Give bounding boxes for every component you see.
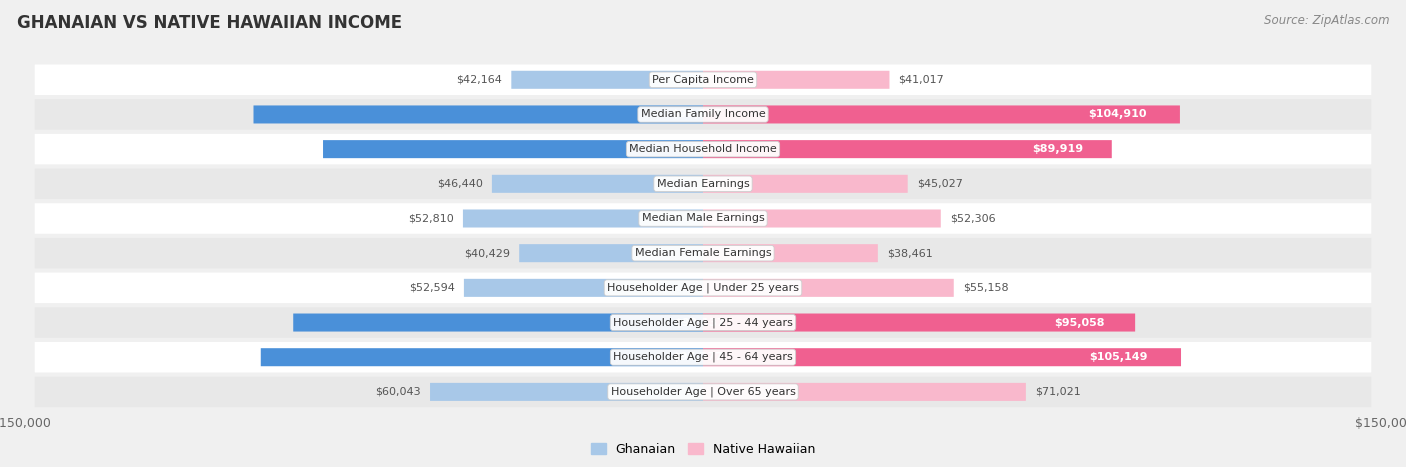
Text: $40,429: $40,429 [464, 248, 510, 258]
Text: $104,910: $104,910 [1088, 109, 1146, 120]
FancyBboxPatch shape [703, 313, 1135, 332]
Text: $52,306: $52,306 [950, 213, 995, 224]
Text: $95,058: $95,058 [1054, 318, 1105, 327]
Text: Median Female Earnings: Median Female Earnings [634, 248, 772, 258]
Legend: Ghanaian, Native Hawaiian: Ghanaian, Native Hawaiian [585, 438, 821, 461]
Text: $42,164: $42,164 [457, 75, 502, 85]
FancyBboxPatch shape [35, 307, 1371, 338]
FancyBboxPatch shape [35, 99, 1371, 130]
FancyBboxPatch shape [35, 273, 1371, 303]
Text: $83,582: $83,582 [676, 144, 727, 154]
Text: $46,440: $46,440 [437, 179, 482, 189]
FancyBboxPatch shape [463, 210, 703, 227]
Text: Source: ZipAtlas.com: Source: ZipAtlas.com [1264, 14, 1389, 27]
FancyBboxPatch shape [703, 106, 1180, 123]
Text: $45,027: $45,027 [917, 179, 963, 189]
FancyBboxPatch shape [35, 203, 1371, 234]
Text: Householder Age | 45 - 64 years: Householder Age | 45 - 64 years [613, 352, 793, 362]
FancyBboxPatch shape [703, 279, 953, 297]
FancyBboxPatch shape [35, 376, 1371, 407]
FancyBboxPatch shape [703, 210, 941, 227]
FancyBboxPatch shape [512, 71, 703, 89]
FancyBboxPatch shape [519, 244, 703, 262]
FancyBboxPatch shape [35, 342, 1371, 373]
FancyBboxPatch shape [703, 383, 1026, 401]
FancyBboxPatch shape [703, 175, 908, 193]
Text: $89,919: $89,919 [1032, 144, 1083, 154]
FancyBboxPatch shape [35, 169, 1371, 199]
Text: $60,043: $60,043 [375, 387, 420, 397]
Text: $98,877: $98,877 [672, 109, 723, 120]
FancyBboxPatch shape [35, 238, 1371, 269]
Text: Householder Age | Under 25 years: Householder Age | Under 25 years [607, 283, 799, 293]
FancyBboxPatch shape [294, 313, 703, 332]
FancyBboxPatch shape [703, 244, 877, 262]
Text: $97,277: $97,277 [672, 352, 723, 362]
FancyBboxPatch shape [703, 71, 890, 89]
FancyBboxPatch shape [703, 348, 1181, 366]
Text: Median Male Earnings: Median Male Earnings [641, 213, 765, 224]
FancyBboxPatch shape [35, 64, 1371, 95]
Text: GHANAIAN VS NATIVE HAWAIIAN INCOME: GHANAIAN VS NATIVE HAWAIIAN INCOME [17, 14, 402, 32]
Text: $71,021: $71,021 [1035, 387, 1081, 397]
Text: Per Capita Income: Per Capita Income [652, 75, 754, 85]
Text: $55,158: $55,158 [963, 283, 1008, 293]
Text: $52,810: $52,810 [408, 213, 454, 224]
Text: Median Household Income: Median Household Income [628, 144, 778, 154]
FancyBboxPatch shape [430, 383, 703, 401]
FancyBboxPatch shape [253, 106, 703, 123]
FancyBboxPatch shape [323, 140, 703, 158]
FancyBboxPatch shape [35, 134, 1371, 164]
FancyBboxPatch shape [703, 140, 1112, 158]
FancyBboxPatch shape [492, 175, 703, 193]
Text: $41,017: $41,017 [898, 75, 945, 85]
FancyBboxPatch shape [464, 279, 703, 297]
Text: Householder Age | 25 - 44 years: Householder Age | 25 - 44 years [613, 317, 793, 328]
Text: $38,461: $38,461 [887, 248, 932, 258]
Text: $52,594: $52,594 [409, 283, 454, 293]
Text: Median Earnings: Median Earnings [657, 179, 749, 189]
Text: Householder Age | Over 65 years: Householder Age | Over 65 years [610, 387, 796, 397]
Text: $105,149: $105,149 [1090, 352, 1147, 362]
Text: Median Family Income: Median Family Income [641, 109, 765, 120]
FancyBboxPatch shape [260, 348, 703, 366]
Text: $90,137: $90,137 [675, 318, 725, 327]
